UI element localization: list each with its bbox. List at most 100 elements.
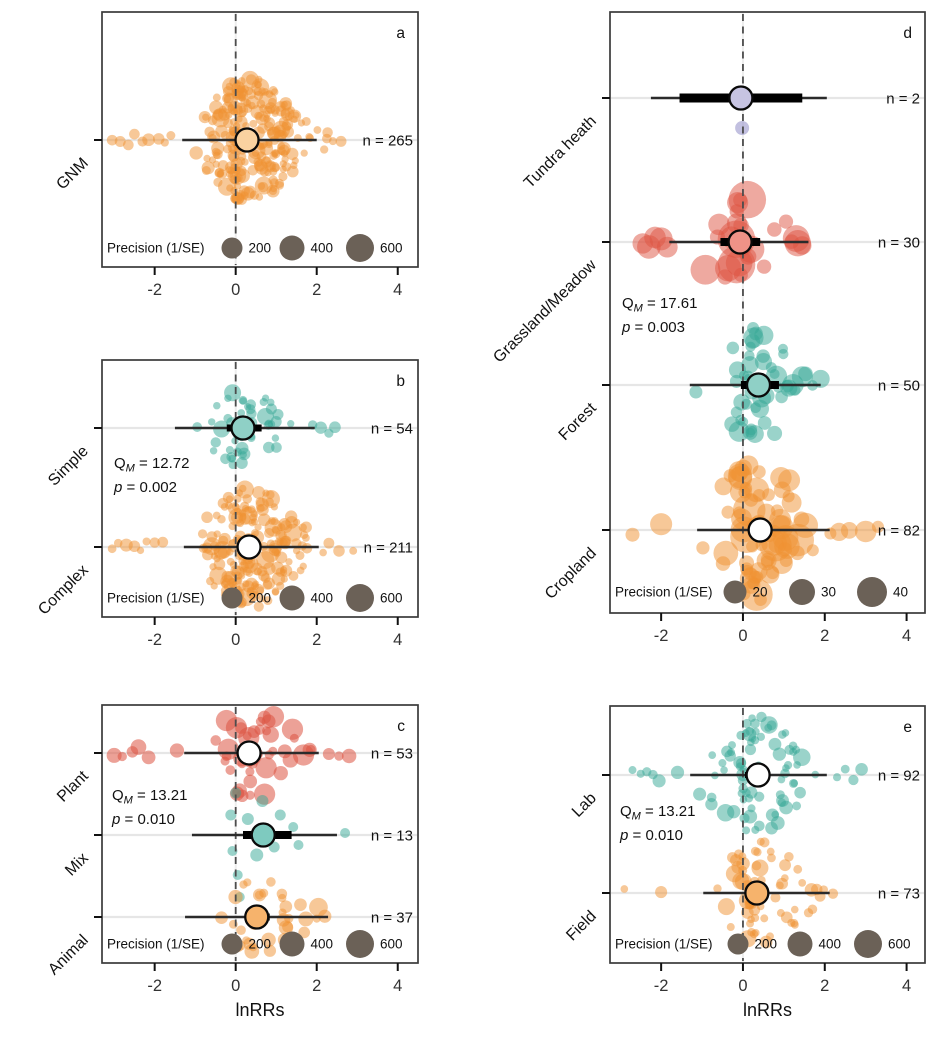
sample-size-label: n = 54 xyxy=(371,421,413,438)
precision-legend-circle xyxy=(787,931,813,957)
row-label: GNM xyxy=(53,155,91,193)
precision-legend-circle xyxy=(279,931,305,957)
x-tick-label: 4 xyxy=(902,627,911,645)
x-tick-label: 2 xyxy=(312,281,321,299)
panel-letter: e xyxy=(903,719,912,736)
precision-legend-value: 30 xyxy=(821,585,836,600)
panel-a: n = 265 Precision (1/SE) 200 400 600 a -2 0 2 4 GN… xyxy=(53,11,419,299)
precision-legend-circle xyxy=(279,235,305,261)
precision-legend-value: 200 xyxy=(249,241,272,256)
precision-legend: Precision (1/SE) 200 400 600 xyxy=(107,930,403,958)
qm-statistic: QM = 12.72 xyxy=(114,455,189,475)
x-tick-label: 0 xyxy=(738,627,747,645)
p-value: p = 0.002 xyxy=(113,479,177,496)
panel-d: n = 2 n = 30 n = 50 n = 82 Precision (1/SE) 2… xyxy=(490,11,926,645)
x-axis-title: lnRRs xyxy=(743,1000,792,1020)
x-tick-label: -2 xyxy=(147,977,162,995)
panel-letter: c xyxy=(397,718,405,735)
x-tick-label: -2 xyxy=(147,631,162,649)
precision-legend-value: 400 xyxy=(311,591,334,606)
precision-legend-value: 400 xyxy=(311,937,334,952)
sample-size-label: n = 30 xyxy=(878,235,920,252)
precision-legend-value: 600 xyxy=(380,241,403,256)
x-axis-title: lnRRs xyxy=(235,1000,284,1020)
panel-border xyxy=(101,359,419,618)
row-label: Cropland xyxy=(542,545,600,603)
panel-c: n = 53 n = 13 n = 37 Precision (1/SE) 200 400… xyxy=(45,704,419,1020)
mean-estimate-circle xyxy=(234,127,260,153)
row-label: Plant xyxy=(54,767,92,805)
panel-letter: d xyxy=(903,25,912,42)
precision-legend-circle xyxy=(727,933,749,955)
x-tick-label: 4 xyxy=(902,977,911,995)
x-tick-label: 2 xyxy=(820,977,829,995)
mean-estimate-circle xyxy=(727,229,753,255)
mean-estimate-circle xyxy=(728,85,754,111)
row-label: Mix xyxy=(62,850,92,880)
precision-legend-value: 200 xyxy=(249,591,272,606)
p-value: p = 0.010 xyxy=(111,811,175,828)
mean-estimate-circle xyxy=(747,517,773,543)
sample-size-label: n = 211 xyxy=(364,540,413,557)
row-label: Complex xyxy=(35,562,92,619)
precision-legend-value: 600 xyxy=(380,591,403,606)
x-tick-label: 4 xyxy=(393,281,402,299)
x-tick-label: 4 xyxy=(393,631,402,649)
x-tick-label: 2 xyxy=(312,977,321,995)
mean-estimate-circle xyxy=(244,904,270,930)
precision-legend-circle xyxy=(346,584,374,612)
precision-legend-title: Precision (1/SE) xyxy=(615,585,713,600)
mean-estimate-circle xyxy=(236,534,262,560)
p-value: p = 0.010 xyxy=(619,827,683,844)
sample-size-label: n = 265 xyxy=(363,133,413,150)
precision-legend-value: 20 xyxy=(753,585,768,600)
sample-size-label: n = 73 xyxy=(878,886,920,903)
sample-size-label: n = 2 xyxy=(886,91,920,108)
row-label: Forest xyxy=(556,399,600,443)
x-tick-label: 4 xyxy=(393,977,402,995)
row-label: Simple xyxy=(45,443,92,490)
precision-legend-value: 40 xyxy=(893,585,908,600)
panel-b: n = 54 n = 211 Precision (1/SE) 200 400 600 QM… xyxy=(35,359,419,649)
sample-size-label: n = 37 xyxy=(371,910,413,927)
swarm-points-gnm xyxy=(106,70,347,206)
precision-legend-value: 400 xyxy=(311,241,334,256)
precision-legend-value: 600 xyxy=(380,937,403,952)
p-value: p = 0.003 xyxy=(621,319,685,336)
x-tick-label: -2 xyxy=(654,977,669,995)
row-label: Lab xyxy=(569,790,600,821)
x-tick-label: 0 xyxy=(231,977,240,995)
sample-size-label: n = 53 xyxy=(371,746,413,763)
mean-estimate-circle xyxy=(744,880,770,906)
mean-estimate-circle xyxy=(236,740,262,766)
sample-size-label: n = 92 xyxy=(878,768,920,785)
precision-legend-circle xyxy=(723,580,747,604)
precision-legend-circle xyxy=(221,237,243,259)
panel-border xyxy=(609,705,926,964)
panel-letter: a xyxy=(396,25,405,42)
precision-legend: Precision (1/SE) 200 400 600 xyxy=(107,234,403,262)
sample-size-label: n = 13 xyxy=(371,828,413,845)
panel-border xyxy=(609,11,926,614)
x-tick-label: -2 xyxy=(147,281,162,299)
precision-legend: Precision (1/SE) 200 400 600 xyxy=(615,930,911,958)
x-tick-label: 2 xyxy=(820,627,829,645)
panel-letter: b xyxy=(396,373,405,390)
sample-size-label: n = 82 xyxy=(878,523,920,540)
precision-legend-title: Precision (1/SE) xyxy=(107,241,205,256)
mean-estimate-circle xyxy=(250,822,276,848)
precision-legend-value: 200 xyxy=(249,937,272,952)
precision-legend-circle xyxy=(221,933,243,955)
x-tick-label: 0 xyxy=(738,977,747,995)
mean-estimate-circle xyxy=(745,762,771,788)
precision-legend-circle xyxy=(854,930,882,958)
row-label: Field xyxy=(563,908,600,945)
x-tick-label: 0 xyxy=(231,631,240,649)
sample-size-label: n = 50 xyxy=(878,378,920,395)
precision-legend-circle xyxy=(221,587,243,609)
swarm-points-grassland-meadow xyxy=(632,180,812,285)
precision-legend-title: Precision (1/SE) xyxy=(107,591,205,606)
precision-legend: Precision (1/SE) 200 400 600 xyxy=(107,584,403,612)
qm-statistic: QM = 13.21 xyxy=(112,787,187,807)
